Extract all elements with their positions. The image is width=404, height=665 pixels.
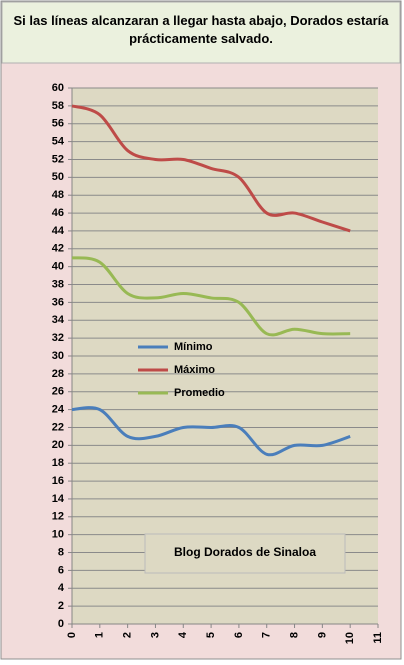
series-line (71, 406, 351, 457)
series-line (71, 104, 351, 233)
y-tick-label: 24 (52, 404, 65, 416)
legend-label: Promedio (174, 387, 225, 399)
y-tick-label: 4 (58, 582, 65, 594)
y-tick-label: 58 (52, 100, 64, 112)
y-tick-label: 36 (52, 296, 64, 308)
y-tick-label: 34 (52, 314, 65, 326)
series-line (71, 256, 351, 337)
x-tick-label: 0 (66, 632, 78, 638)
y-tick-label: 22 (52, 421, 64, 433)
y-tick-label: 14 (52, 493, 65, 505)
chart-title: Si las líneas alcanzaran a llegar hasta … (13, 13, 389, 46)
y-tick-label: 12 (52, 511, 64, 523)
grid (68, 87, 379, 628)
y-tick-label: 20 (52, 439, 64, 451)
x-tick-label: 7 (261, 632, 273, 638)
x-tick-label: 5 (205, 632, 217, 638)
x-tick-label: 11 (372, 632, 384, 644)
y-tick-label: 26 (52, 386, 64, 398)
legend-label: Máximo (174, 364, 215, 376)
y-tick-label: 32 (52, 332, 64, 344)
x-tick-label: 1 (94, 632, 106, 638)
legend-label: Mínimo (174, 341, 213, 353)
y-tick-label: 6 (58, 564, 64, 576)
y-tick-label: 28 (52, 368, 64, 380)
y-tick-label: 50 (52, 171, 64, 183)
y-tick-label: 40 (52, 261, 64, 273)
y-tick-label: 48 (52, 189, 64, 201)
y-tick-label: 46 (52, 207, 64, 219)
y-tick-label: 38 (52, 278, 64, 290)
y-tick-label: 18 (52, 457, 64, 469)
x-tick-label: 8 (288, 632, 300, 638)
y-tick-label: 44 (52, 225, 65, 237)
y-tick-label: 16 (52, 475, 64, 487)
x-tick-label: 10 (344, 632, 356, 644)
y-tick-label: 0 (58, 618, 64, 630)
x-tick-label: 9 (316, 632, 328, 638)
annotation-box (144, 533, 346, 574)
y-tick-label: 42 (52, 243, 64, 255)
y-tick-label: 56 (52, 118, 64, 130)
y-tick-label: 10 (52, 529, 64, 541)
y-tick-label: 52 (52, 153, 64, 165)
title-box (1, 1, 401, 64)
x-tick-label: 3 (149, 632, 161, 638)
y-tick-label: 8 (58, 546, 64, 558)
y-tick-label: 60 (52, 82, 64, 94)
x-tick-label: 4 (177, 631, 189, 638)
y-tick-label: 2 (58, 600, 64, 612)
y-tick-label: 54 (52, 136, 65, 148)
x-tick-label: 6 (233, 632, 245, 638)
annotation: Blog Dorados de Sinaloa (174, 545, 316, 559)
y-tick-label: 30 (52, 350, 64, 362)
lines (71, 104, 351, 457)
x-tick-label: 2 (122, 632, 134, 638)
